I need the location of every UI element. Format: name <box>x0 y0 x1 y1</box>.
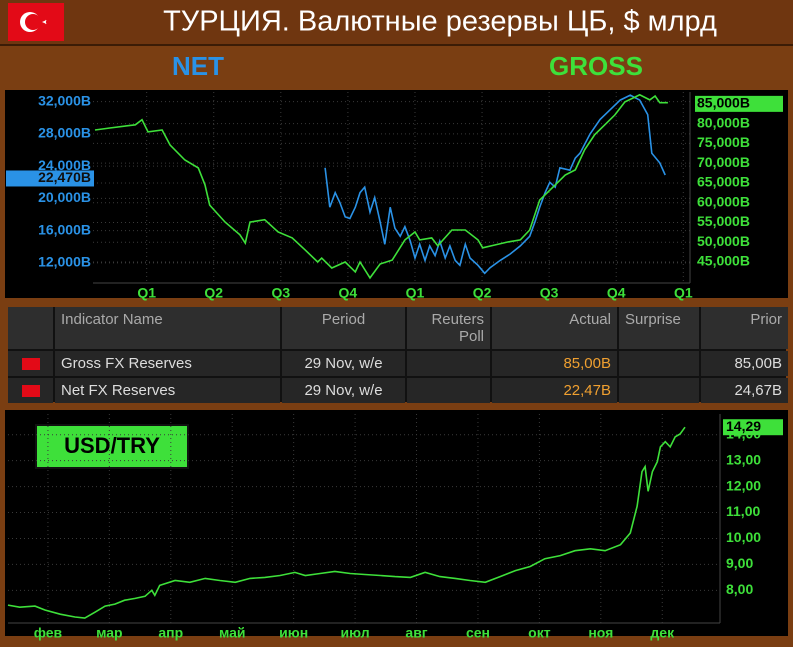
page-title: ТУРЦИЯ. Валютные резервы ЦБ, $ млрд <box>163 6 717 38</box>
table-cell-empty <box>407 351 490 376</box>
flag <box>8 378 53 403</box>
x-tick-label: Q4 <box>607 285 626 301</box>
y-tick-label: 12,00 <box>726 477 761 493</box>
table-cell: 85,00B <box>492 351 617 376</box>
y-tick-label: 45,000B <box>697 253 750 269</box>
last-value-label: 85,000B <box>697 95 750 111</box>
y-tick-label: 80,000B <box>697 114 750 130</box>
x-tick-label: Q3 <box>540 285 559 301</box>
table-cell: Net FX Reserves <box>55 378 280 403</box>
last-value-label: 22,470B <box>38 169 91 185</box>
table-cell: 85,00B <box>701 351 788 376</box>
table-cell: Actual <box>492 307 617 349</box>
x-tick-label: Q1 <box>406 285 425 301</box>
y-tick-label: 28,000B <box>38 125 91 141</box>
flag-icon <box>21 357 40 370</box>
table-cell-empty <box>619 378 699 403</box>
chart-title-box <box>35 424 189 469</box>
last-value-box <box>723 419 783 436</box>
x-tick-label: ноя <box>588 625 613 641</box>
x-tick-label: авг <box>405 625 427 641</box>
table-cell: 29 Nov, w/e <box>282 378 405 403</box>
x-tick-label: Q4 <box>339 285 358 301</box>
last-value-label: 14,29 <box>726 418 761 434</box>
y-tick-label: 9,00 <box>726 555 753 571</box>
flag <box>8 3 64 41</box>
table-cell: 24,67B <box>701 378 788 403</box>
table-cell: 29 Nov, w/e <box>282 351 405 376</box>
data-line <box>324 94 666 275</box>
x-tick-label: Q1 <box>674 285 693 301</box>
table-cell-empty <box>407 378 490 403</box>
table-cell: Period <box>282 307 405 349</box>
y-tick-label: 55,000B <box>697 213 750 229</box>
table-cell: Indicator Name <box>55 307 280 349</box>
y-tick-label: 20,000B <box>38 189 91 205</box>
x-tick-label: май <box>219 625 246 641</box>
x-tick-label: Q2 <box>473 285 492 301</box>
data-line <box>94 93 668 280</box>
x-tick-label: Q3 <box>271 285 290 301</box>
last-value-box <box>695 95 783 112</box>
table-cell: Reuters Poll <box>407 307 490 349</box>
y-tick-label: 32,000B <box>38 92 91 108</box>
x-tick-label: апр <box>158 625 183 641</box>
flag-icon <box>21 384 40 397</box>
data-line <box>7 426 686 619</box>
y-tick-label: 11,00 <box>726 503 760 519</box>
table-cell: 22,47B <box>492 378 617 403</box>
title-band <box>0 0 793 44</box>
x-tick-label: Q1 <box>137 285 156 301</box>
x-tick-label: июл <box>341 625 370 641</box>
y-tick-label: 10,00 <box>726 529 761 545</box>
y-tick-label: 50,000B <box>697 233 750 249</box>
x-tick-label: дек <box>650 625 675 641</box>
y-tick-label: 60,000B <box>697 193 750 209</box>
x-tick-label: окт <box>528 625 551 641</box>
x-tick-label: июн <box>279 625 308 641</box>
legend-entry: GROSS <box>549 51 643 81</box>
last-value-box <box>6 170 94 187</box>
y-tick-label: 75,000B <box>697 134 750 150</box>
x-tick-label: фев <box>34 625 63 641</box>
table: Indicator Name Period Reuters Poll Actual Su… <box>8 307 788 403</box>
y-tick-label: 65,000B <box>697 174 750 190</box>
x-tick-label: Q2 <box>204 285 223 301</box>
chart-panel <box>5 90 788 298</box>
table-cell: Prior <box>701 307 788 349</box>
y-tick-label: 24,000B <box>38 157 91 173</box>
x-tick-label: мар <box>96 625 123 641</box>
chart-title: USD/TRY <box>64 433 160 458</box>
y-tick-label: 12,000B <box>38 254 91 270</box>
flag <box>8 351 53 376</box>
y-tick-label: 70,000B <box>697 154 750 170</box>
legend-entry: NET <box>172 51 224 81</box>
table-cell: Gross FX Reserves <box>55 351 280 376</box>
y-tick-label: 8,00 <box>726 581 753 597</box>
x-tick-label: сен <box>466 625 490 641</box>
table-cell: Surprise <box>619 307 699 349</box>
table-cell-empty <box>8 307 53 349</box>
y-tick-label: 13,00 <box>726 451 761 467</box>
table-cell-empty <box>619 351 699 376</box>
y-tick-label: 16,000B <box>38 221 91 237</box>
